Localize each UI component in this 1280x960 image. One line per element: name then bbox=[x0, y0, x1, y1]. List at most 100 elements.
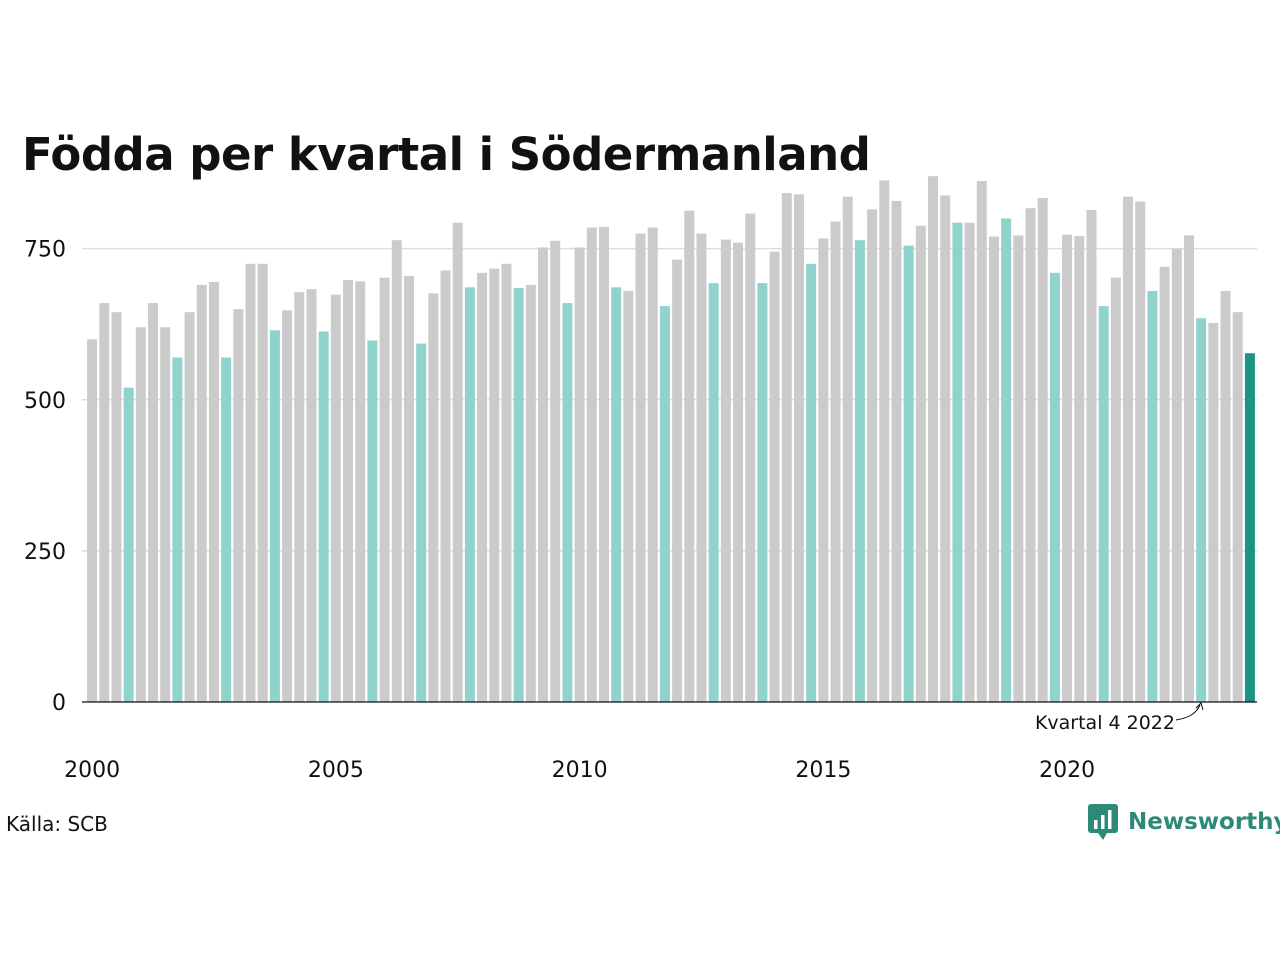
bar bbox=[269, 330, 280, 702]
bar bbox=[720, 239, 731, 702]
annotation-label: Kvartal 4 2022 bbox=[1035, 712, 1175, 734]
bar bbox=[1220, 290, 1231, 702]
bar bbox=[1098, 306, 1109, 702]
bar bbox=[1171, 248, 1182, 703]
bar bbox=[1110, 277, 1121, 702]
chart-title: Födda per kvartal i Södermanland bbox=[22, 128, 871, 181]
bar bbox=[696, 233, 707, 702]
bar bbox=[1147, 290, 1158, 702]
bar bbox=[379, 277, 390, 702]
bar bbox=[550, 240, 561, 702]
x-tick-label: 2005 bbox=[308, 758, 364, 783]
bar bbox=[1135, 201, 1146, 702]
bar bbox=[647, 227, 658, 702]
x-tick-label: 2000 bbox=[64, 758, 120, 783]
bar bbox=[99, 303, 110, 702]
x-tick-label: 2015 bbox=[795, 758, 851, 783]
bar bbox=[403, 275, 414, 702]
bar bbox=[733, 242, 744, 702]
bar bbox=[513, 287, 524, 702]
bar bbox=[452, 222, 463, 702]
bar bbox=[501, 263, 512, 702]
bar bbox=[806, 263, 817, 702]
bar bbox=[123, 387, 134, 702]
bar bbox=[854, 240, 865, 702]
x-tick-label: 2010 bbox=[552, 758, 608, 783]
bar bbox=[574, 247, 585, 702]
y-tick-label: 0 bbox=[52, 691, 66, 716]
bar bbox=[306, 289, 317, 702]
bar bbox=[330, 294, 341, 702]
bar bbox=[745, 213, 756, 703]
bar bbox=[1123, 196, 1134, 702]
bar bbox=[111, 312, 122, 702]
bar bbox=[769, 251, 780, 702]
bar bbox=[172, 357, 183, 702]
bar bbox=[160, 327, 171, 702]
bar bbox=[282, 310, 293, 702]
bar bbox=[903, 245, 914, 702]
source-note: Källa: SCB bbox=[6, 812, 108, 836]
bar bbox=[1159, 266, 1170, 702]
bar bbox=[391, 240, 402, 702]
bar bbox=[1208, 323, 1219, 702]
bar bbox=[221, 357, 232, 702]
bar bbox=[1244, 353, 1255, 702]
bar bbox=[793, 194, 804, 702]
bar bbox=[1232, 312, 1243, 702]
bar bbox=[477, 272, 488, 702]
bar bbox=[135, 327, 146, 702]
bar bbox=[867, 209, 878, 702]
bar bbox=[952, 222, 963, 702]
bar bbox=[1013, 235, 1024, 702]
bar bbox=[1001, 218, 1012, 702]
bar bbox=[964, 222, 975, 702]
bar bbox=[842, 196, 853, 702]
bar bbox=[367, 340, 378, 702]
bar bbox=[489, 268, 500, 702]
bar bbox=[1025, 208, 1036, 703]
bar bbox=[928, 176, 939, 702]
brand-logo: Newsworthy bbox=[1088, 804, 1280, 840]
bar bbox=[1037, 197, 1048, 702]
bar bbox=[623, 290, 634, 702]
bar bbox=[976, 180, 987, 703]
annotation-arrow bbox=[1175, 704, 1201, 721]
bar bbox=[611, 287, 622, 702]
y-tick-label: 250 bbox=[24, 540, 66, 565]
bar bbox=[830, 221, 841, 702]
bar bbox=[672, 259, 683, 702]
bar bbox=[818, 238, 829, 702]
y-tick-label: 750 bbox=[24, 238, 66, 263]
newsworthy-logo-icon bbox=[1088, 804, 1118, 840]
bar bbox=[586, 227, 597, 702]
bar bbox=[184, 312, 195, 702]
bar bbox=[891, 200, 902, 703]
bar bbox=[416, 343, 427, 702]
bar bbox=[659, 306, 670, 702]
bar bbox=[708, 283, 719, 702]
annotation: Kvartal 4 2022 bbox=[1035, 702, 1204, 734]
bar bbox=[915, 225, 926, 702]
bar bbox=[757, 283, 768, 702]
annotation-arrowhead bbox=[1195, 702, 1204, 711]
brand-name: Newsworthy bbox=[1128, 809, 1280, 835]
x-axis-ticks: 2000 2005 2010 2015 2020 bbox=[64, 758, 1095, 783]
bar bbox=[318, 331, 329, 702]
bar bbox=[879, 180, 890, 703]
bars bbox=[87, 176, 1255, 703]
bar bbox=[1074, 235, 1085, 702]
bar bbox=[233, 309, 244, 702]
bar bbox=[428, 293, 439, 702]
bar bbox=[464, 287, 475, 702]
bar bbox=[1062, 234, 1073, 702]
y-tick-label: 500 bbox=[24, 389, 66, 414]
x-tick-label: 2020 bbox=[1039, 758, 1095, 783]
bar bbox=[343, 280, 354, 702]
bar bbox=[538, 247, 549, 702]
bar bbox=[196, 284, 207, 702]
bar bbox=[940, 195, 951, 703]
bar bbox=[440, 270, 451, 702]
bar bbox=[562, 303, 573, 702]
bar bbox=[208, 281, 219, 702]
